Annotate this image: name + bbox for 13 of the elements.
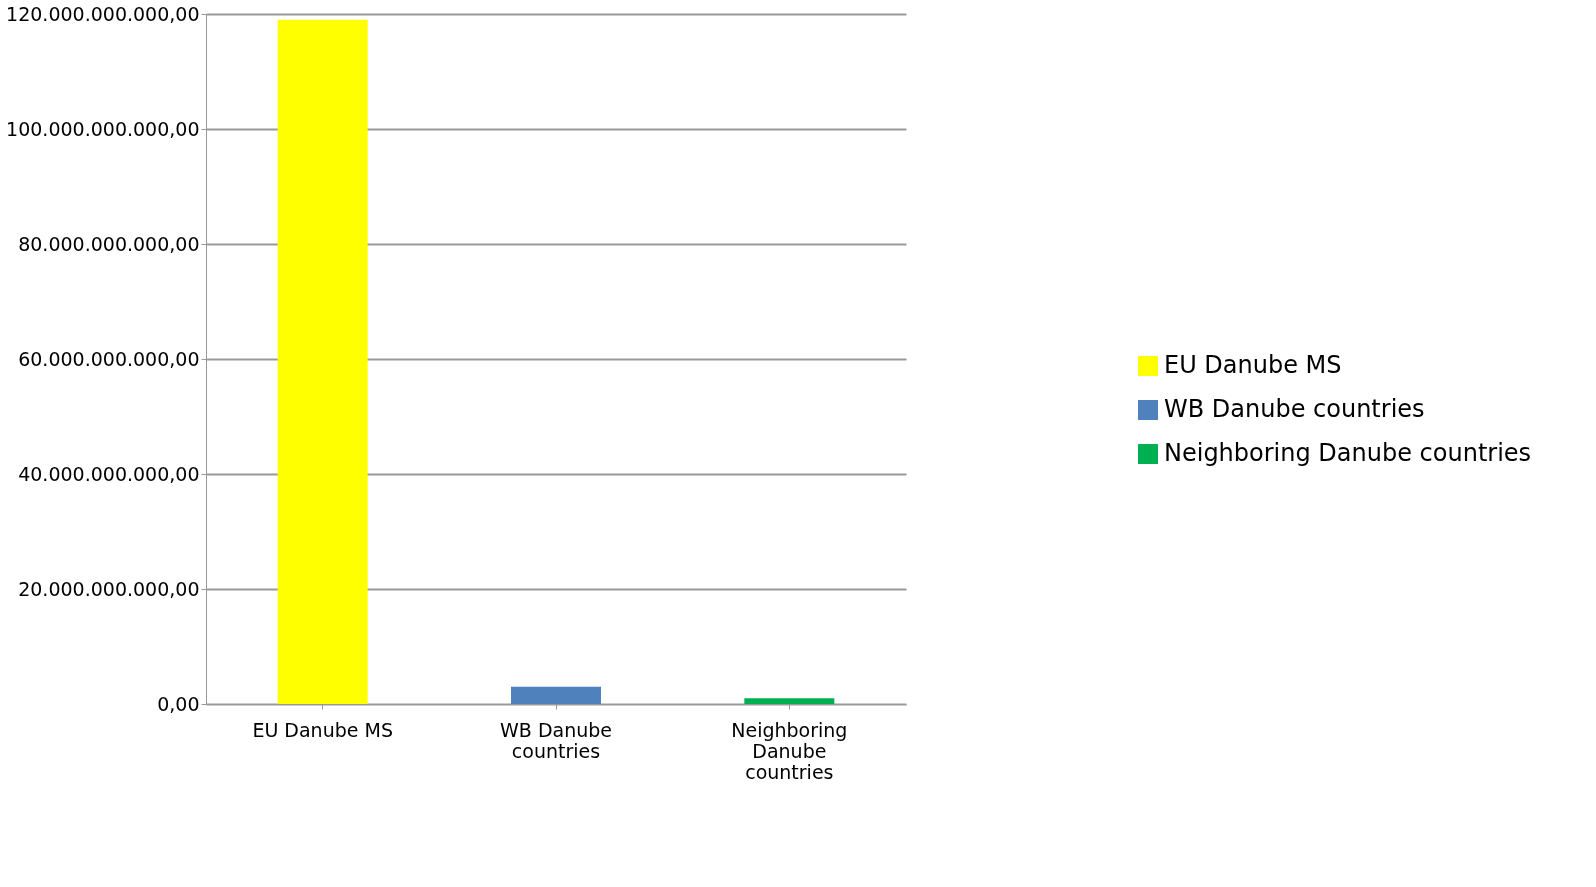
legend-label: Neighboring Danube countries	[1164, 439, 1532, 467]
y-tick-label: 0,00	[157, 692, 200, 715]
x-tick-label: Neighboring Danube countries	[731, 718, 848, 783]
y-tick-label: 120.000.000.000,00	[6, 2, 200, 25]
legend-label: WB Danube countries	[1164, 395, 1425, 423]
x-tick-label: WB Danube countries	[500, 718, 612, 762]
y-tick-label: 40.000.000.000,00	[18, 462, 200, 485]
x-tick-label: EU Danube MS	[252, 718, 393, 741]
y-tick-label: 20.000.000.000,00	[18, 577, 200, 600]
y-tick-label: 60.000.000.000,00	[18, 347, 200, 370]
legend-label: EU Danube MS	[1164, 351, 1342, 379]
y-tick-label: 100.000.000.000,00	[6, 117, 200, 140]
y-tick-label: 80.000.000.000,00	[18, 232, 200, 255]
